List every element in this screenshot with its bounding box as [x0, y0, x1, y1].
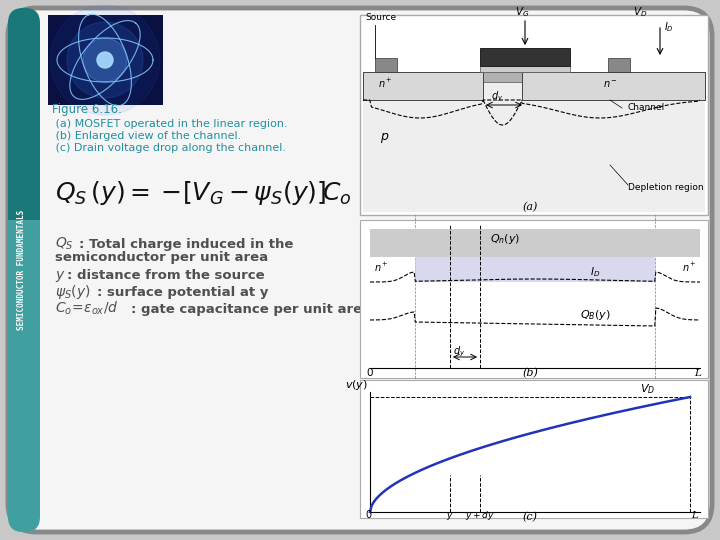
Text: (c) Drain voltage drop along the channel.: (c) Drain voltage drop along the channel… [52, 143, 286, 153]
Text: $n^+$: $n^+$ [374, 261, 389, 274]
Text: semiconductor per unit area: semiconductor per unit area [55, 251, 268, 264]
Bar [363, 72, 705, 82]
Text: $Q_n(y)$: $Q_n(y)$ [490, 232, 521, 246]
Text: $V_G$: $V_G$ [515, 5, 529, 19]
Bar [360, 380, 708, 518]
Bar [8, 190, 40, 240]
FancyBboxPatch shape [8, 8, 712, 532]
Circle shape [97, 52, 113, 68]
Text: $v(y)$: $v(y)$ [345, 378, 368, 392]
Text: $p$: $p$ [380, 131, 390, 145]
Text: Depletion region: Depletion region [628, 183, 703, 192]
Text: $V_D$: $V_D$ [640, 382, 655, 396]
Text: Channel: Channel [628, 103, 665, 112]
FancyBboxPatch shape [8, 222, 40, 532]
Circle shape [83, 38, 127, 82]
Text: $d_y$: $d_y$ [491, 90, 503, 104]
Text: : Total charge induced in the: : Total charge induced in the [79, 238, 293, 251]
Text: : surface potential at y: : surface potential at y [97, 286, 269, 299]
Text: (b): (b) [522, 368, 538, 378]
Bar [48, 15, 163, 105]
Bar [363, 82, 705, 212]
Circle shape [67, 22, 143, 98]
Text: $n^+$: $n^+$ [377, 77, 392, 90]
Text: $Q_S\,(y) = -\!\left[V_G - \psi_S(y)\right]\!C_o$: $Q_S\,(y) = -\!\left[V_G - \psi_S(y)\rig… [55, 179, 351, 207]
Bar [360, 15, 708, 215]
Text: $C_o\!=\!\varepsilon_{ox}/d$: $C_o\!=\!\varepsilon_{ox}/d$ [55, 300, 119, 318]
Text: $y$: $y$ [55, 269, 66, 284]
Text: Source: Source [365, 13, 396, 22]
Text: $y$: $y$ [446, 511, 454, 522]
Text: 0: 0 [366, 368, 373, 378]
Circle shape [50, 5, 160, 115]
Text: $V_D$: $V_D$ [633, 5, 647, 19]
Text: $\psi_S(y)$: $\psi_S(y)$ [55, 283, 91, 301]
Text: (a) MOSFET operated in the linear region.: (a) MOSFET operated in the linear region… [52, 119, 287, 129]
Bar [370, 229, 700, 257]
Text: (b) Enlarged view of the channel.: (b) Enlarged view of the channel. [52, 131, 241, 141]
Text: $y+dy$: $y+dy$ [465, 509, 495, 522]
Bar [415, 257, 655, 282]
Text: $Q_B(y)$: $Q_B(y)$ [580, 308, 611, 322]
Text: $I_D$: $I_D$ [590, 265, 600, 279]
Text: $Q_S$: $Q_S$ [55, 236, 73, 252]
Bar [608, 58, 630, 72]
Text: Figure 6.16.: Figure 6.16. [52, 103, 122, 116]
Text: 0: 0 [365, 510, 371, 520]
Text: $I_D$: $I_D$ [664, 20, 674, 34]
Bar [480, 48, 570, 66]
Text: $n^+$: $n^+$ [682, 261, 697, 274]
Text: (c): (c) [523, 512, 538, 522]
Text: $d_y$: $d_y$ [453, 345, 465, 359]
Text: L: L [695, 369, 701, 378]
Bar [375, 58, 397, 72]
FancyBboxPatch shape [8, 8, 40, 240]
Bar [360, 220, 708, 378]
Text: SEMICONDUCTOR FUNDAMENTALS: SEMICONDUCTOR FUNDAMENTALS [17, 210, 27, 330]
Text: $n^-$: $n^-$ [603, 79, 618, 90]
Bar [480, 66, 570, 72]
Text: (a): (a) [522, 201, 538, 212]
Bar [522, 72, 705, 100]
Text: L: L [690, 511, 697, 520]
Text: : gate capacitance per unit area: : gate capacitance per unit area [131, 303, 371, 316]
Text: : distance from the source: : distance from the source [67, 269, 265, 282]
Bar [8, 220, 40, 490]
Bar [363, 72, 483, 100]
